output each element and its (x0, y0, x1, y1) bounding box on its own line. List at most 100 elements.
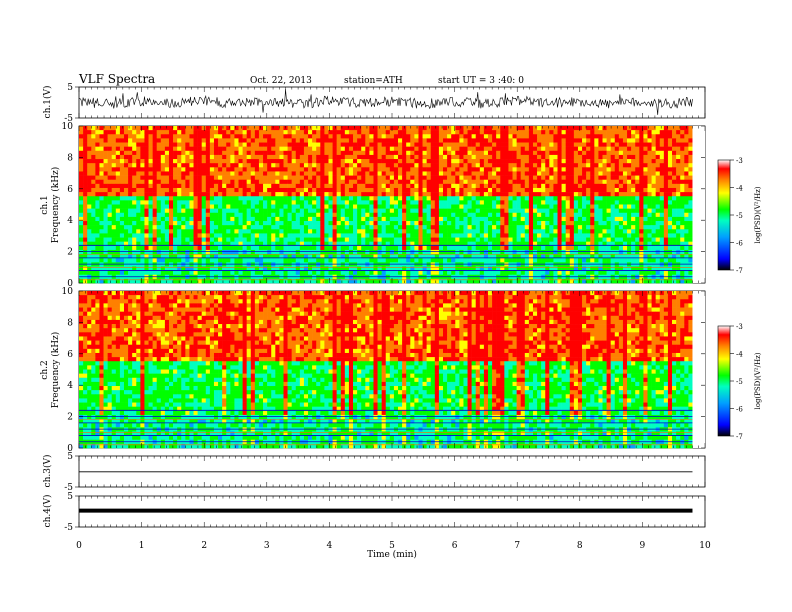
spectrogram-cell (398, 254, 403, 259)
spectrogram-cell (79, 171, 84, 176)
spectrogram-cell (549, 221, 554, 226)
spectrogram-cell (283, 212, 288, 218)
spectrogram-cell (398, 179, 403, 185)
spectrogram-cell (385, 130, 391, 135)
spectrogram-cell (250, 245, 256, 251)
spectrogram-cell (635, 134, 640, 139)
spectrogram-cell (393, 175, 399, 181)
spectrogram-cell (496, 204, 501, 209)
spectrogram-cell (553, 183, 558, 189)
spectrogram-cell (209, 154, 215, 160)
spectrogram-cell (291, 237, 297, 242)
spectrogram-cell (353, 249, 358, 255)
spectrogram-cell (532, 241, 538, 247)
spectrogram-cell (594, 183, 599, 189)
spectrogram-cell (541, 146, 546, 152)
spectrogram-cell (189, 163, 194, 168)
spectrogram-cell (177, 196, 182, 201)
spectrogram-cell (406, 249, 411, 255)
spectrogram-cell (459, 254, 464, 259)
spectrogram-cell (688, 245, 693, 251)
spectrogram-cell (590, 146, 595, 152)
spectrogram-cell (222, 179, 227, 185)
spectrogram-cell (577, 183, 583, 189)
spectrogram-cell (643, 204, 648, 209)
spectrogram-cell (594, 208, 599, 214)
spectrogram-cell (275, 138, 280, 143)
spectrogram-cell (205, 150, 211, 156)
spectrogram-cell (107, 142, 113, 147)
spectrogram-cell (95, 142, 100, 147)
spectrogram-cell (181, 216, 186, 222)
spectrogram-cell (655, 150, 661, 156)
spectrogram-cell (144, 142, 149, 147)
spectrogram-cell (647, 208, 652, 214)
spectrogram-cell (95, 204, 100, 209)
spectrogram-cell (189, 138, 194, 143)
spectrogram-cell (136, 142, 141, 147)
spectrogram-cell (622, 208, 628, 214)
spectrogram-cell (83, 233, 88, 238)
spectrogram-cell (492, 225, 497, 230)
spectrogram-cell (95, 146, 100, 152)
spectrogram-cell (201, 142, 207, 147)
spectrogram-cell (414, 229, 419, 234)
spectrogram-cell (324, 146, 329, 152)
spectrogram-cell (107, 146, 113, 152)
spectrogram-cell (111, 167, 117, 172)
spectrogram-cell (303, 130, 309, 135)
spectrogram-cell (213, 134, 219, 139)
spectrogram-cell (263, 237, 268, 242)
spectrogram-cell (455, 187, 460, 193)
spectrogram-cell (684, 167, 689, 172)
spectrogram-cell (168, 233, 174, 238)
spectrogram-cell (467, 163, 472, 168)
spectrogram-cell (115, 179, 121, 185)
spectrogram-cell (168, 258, 174, 263)
spectrogram-cell (283, 237, 288, 242)
spectrogram-cell (590, 171, 595, 176)
spectrogram-cell (87, 245, 92, 251)
spectrogram-cell (226, 171, 231, 176)
spectrogram-cell (177, 204, 182, 209)
spectrogram-cell (242, 134, 247, 139)
spectrogram-cell (516, 142, 522, 147)
spectrogram-cell (312, 126, 317, 131)
spectrogram-cell (631, 245, 636, 251)
spectrogram-cell (606, 163, 611, 168)
spectrogram-cell (344, 134, 350, 139)
spectrogram-cell (173, 200, 178, 205)
spectrogram-cell (148, 154, 153, 160)
spectrogram-cell (99, 196, 104, 201)
spectrogram-cell (369, 163, 374, 168)
spectrogram-cell (565, 163, 571, 168)
spectrogram-cell (168, 134, 174, 139)
spectrogram-cell (398, 146, 403, 152)
spectrogram-cell (512, 254, 517, 259)
spectrogram-cell (606, 183, 611, 189)
spectrogram-cell (520, 221, 526, 226)
spectrogram-cell (688, 254, 693, 259)
spectrogram-cell (246, 196, 252, 201)
spectrogram-cell (299, 258, 305, 263)
spectrogram-cell (295, 154, 301, 160)
spectrogram-cell (173, 138, 178, 143)
spectrogram-cell (573, 258, 579, 263)
spectrogram-cell (107, 196, 113, 201)
spectrogram-cell (119, 216, 125, 222)
spectrogram-cell (136, 192, 141, 197)
spectrogram-cell (279, 200, 284, 205)
spectrogram-cell (173, 179, 178, 185)
spectrogram-cell (177, 229, 182, 234)
spectrogram-cell (205, 204, 211, 209)
spectrogram-cell (230, 159, 235, 164)
spectrogram-cell (524, 200, 530, 205)
spectrogram-cell (639, 196, 644, 201)
spectrogram-cell (516, 134, 522, 139)
spectrogram-cell (275, 192, 280, 197)
spectrogram-cell (434, 130, 440, 135)
spectrogram-cell (627, 183, 632, 189)
spectrogram-cell (606, 159, 611, 164)
spectrogram-cell (340, 179, 346, 185)
spectrogram-cell (123, 130, 129, 135)
